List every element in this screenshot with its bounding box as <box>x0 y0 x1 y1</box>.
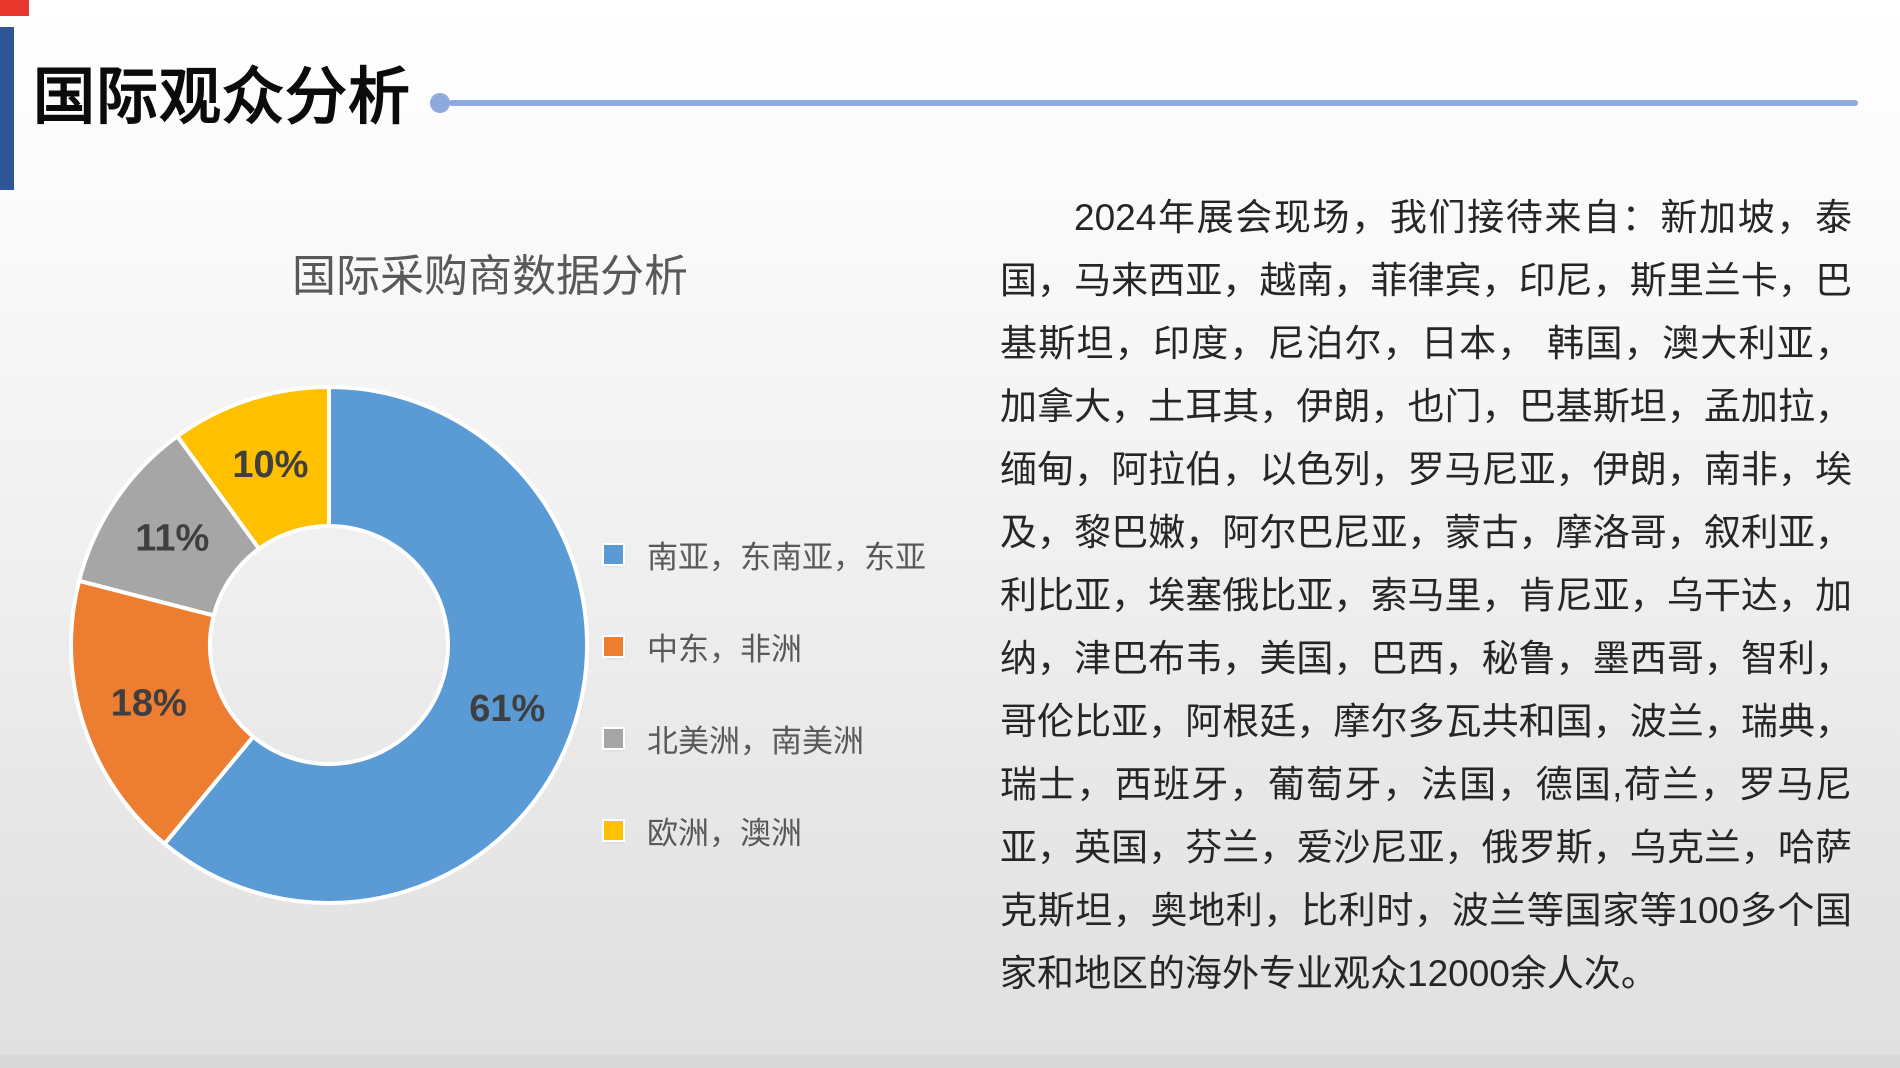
bottom-strip <box>0 1055 1900 1068</box>
pie-label-3: 11% <box>135 517 209 559</box>
legend-swatch-4 <box>604 820 623 840</box>
legend-swatch-3 <box>604 728 623 748</box>
chart-legend: 南亚，东南亚，东亚 中东，非洲北美洲，南美洲 欧洲，澳洲 <box>604 535 926 903</box>
legend-label-4: 欧洲，澳洲 <box>647 815 802 851</box>
audience-description-text: 2024年展会现场，我们接待来自：新加坡，泰国，马来西亚，越南，菲律宾，印尼，斯… <box>1000 197 1852 994</box>
legend-item-1: 南亚，东南亚，东亚 <box>604 535 926 575</box>
title-accent-bar <box>0 27 14 190</box>
pie-slice-1 <box>162 385 589 905</box>
legend-label-1: 南亚，东南亚，东亚 <box>647 539 926 575</box>
pie-label-4: 10% <box>232 444 308 486</box>
legend-item-4: 欧洲，澳洲 <box>604 811 926 851</box>
pie-label-2: 18% <box>111 683 187 725</box>
title-underline-rule <box>449 100 1858 106</box>
page-title: 国际观众分析 <box>33 63 412 132</box>
legend-swatch-1 <box>604 544 623 564</box>
legend-swatch-2 <box>604 636 623 656</box>
pie-slice-4 <box>175 385 331 551</box>
red-corner-mark <box>0 0 29 16</box>
donut-chart: 61% 18% 11% 10% <box>69 385 589 905</box>
pie-label-1: 61% <box>469 688 545 730</box>
pie-slice-2 <box>69 578 256 846</box>
legend-item-2: 中东，非洲 <box>604 627 926 667</box>
legend-item-3: 北美洲，南美洲 <box>604 719 926 759</box>
chart-title: 国际采购商数据分析 <box>292 252 688 301</box>
title-rule-dot <box>430 93 450 113</box>
legend-label-2: 中东，非洲 <box>647 631 802 667</box>
legend-label-3: 北美洲，南美洲 <box>647 723 864 759</box>
